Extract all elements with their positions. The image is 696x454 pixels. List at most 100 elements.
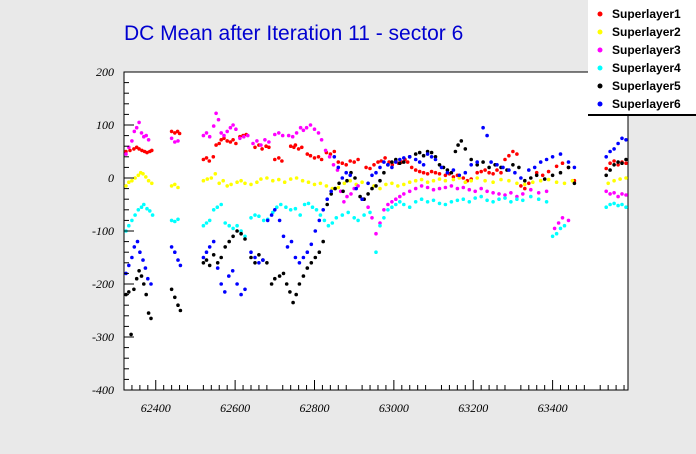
data-point bbox=[485, 198, 489, 203]
data-point bbox=[390, 165, 394, 170]
data-point bbox=[554, 164, 559, 169]
data-point bbox=[211, 208, 216, 212]
data-point bbox=[529, 194, 533, 199]
data-point bbox=[538, 178, 543, 183]
data-point bbox=[497, 192, 501, 196]
data-point bbox=[402, 192, 406, 196]
data-point bbox=[483, 178, 487, 183]
data-point bbox=[425, 200, 430, 204]
data-point bbox=[304, 125, 309, 130]
data-point bbox=[322, 218, 327, 223]
data-point bbox=[374, 170, 378, 175]
data-point bbox=[136, 208, 141, 212]
data-point bbox=[445, 170, 450, 175]
data-point bbox=[324, 184, 329, 188]
data-point bbox=[437, 186, 442, 191]
x-tick-label: 63200 bbox=[458, 401, 488, 415]
data-point bbox=[431, 187, 436, 192]
data-point bbox=[421, 163, 426, 167]
data-point bbox=[290, 134, 295, 139]
data-point bbox=[127, 290, 131, 294]
data-point bbox=[550, 173, 555, 178]
data-point bbox=[451, 175, 456, 179]
data-point bbox=[267, 140, 271, 144]
data-point bbox=[293, 206, 298, 211]
data-point bbox=[451, 168, 456, 172]
data-point bbox=[503, 196, 507, 200]
data-point bbox=[507, 153, 511, 158]
data-point bbox=[340, 176, 345, 180]
data-point bbox=[396, 184, 400, 188]
data-point bbox=[479, 194, 484, 199]
data-point bbox=[137, 120, 141, 125]
data-point bbox=[288, 177, 293, 181]
data-point bbox=[298, 125, 303, 130]
data-point bbox=[469, 178, 474, 183]
legend-item: Superlayer1 bbox=[597, 7, 681, 21]
data-point bbox=[356, 184, 360, 188]
data-point bbox=[219, 131, 223, 135]
data-point bbox=[449, 200, 454, 204]
data-point bbox=[325, 202, 330, 207]
data-point bbox=[384, 182, 388, 187]
data-point bbox=[211, 253, 216, 257]
data-point bbox=[267, 145, 271, 150]
data-point bbox=[134, 125, 139, 130]
data-point bbox=[169, 136, 174, 141]
data-point bbox=[376, 160, 380, 164]
data-point bbox=[394, 160, 398, 164]
data-point bbox=[149, 316, 153, 321]
x-tick-label: 62600 bbox=[220, 401, 250, 415]
data-point bbox=[360, 197, 364, 201]
data-point bbox=[177, 131, 182, 136]
data-point bbox=[538, 160, 543, 164]
legend: Superlayer1 Superlayer2 Superlayer3 Superla… bbox=[588, 0, 696, 116]
data-point bbox=[612, 191, 616, 195]
data-point bbox=[143, 266, 148, 270]
data-point bbox=[485, 133, 489, 138]
data-point bbox=[453, 149, 458, 154]
data-point bbox=[360, 180, 364, 184]
data-point bbox=[383, 156, 387, 160]
data-point bbox=[362, 213, 366, 217]
data-point bbox=[253, 255, 257, 260]
data-point bbox=[481, 160, 485, 164]
data-point bbox=[485, 189, 489, 194]
data-point bbox=[429, 155, 434, 159]
x-tick-label: 63400 bbox=[538, 401, 568, 415]
data-point bbox=[239, 292, 243, 297]
legend-label: Superlayer6 bbox=[612, 97, 681, 111]
data-point bbox=[449, 184, 454, 188]
legend-marker bbox=[597, 83, 603, 89]
data-point bbox=[495, 168, 499, 172]
data-point bbox=[201, 223, 206, 228]
data-point bbox=[479, 186, 484, 191]
data-point bbox=[305, 152, 310, 156]
data-point bbox=[243, 237, 247, 241]
data-point bbox=[331, 163, 336, 167]
data-point bbox=[445, 168, 450, 172]
x-tick-label: 62800 bbox=[299, 401, 329, 415]
data-point bbox=[550, 234, 555, 239]
data-point bbox=[413, 178, 418, 183]
data-point bbox=[297, 261, 302, 265]
data-point bbox=[127, 263, 131, 268]
data-point bbox=[204, 221, 209, 225]
data-point bbox=[433, 157, 438, 162]
data-point bbox=[277, 274, 282, 278]
data-point bbox=[130, 255, 134, 260]
data-point bbox=[341, 189, 345, 194]
data-point bbox=[378, 165, 382, 170]
data-point bbox=[277, 156, 281, 160]
data-point bbox=[176, 185, 180, 190]
data-point bbox=[437, 201, 442, 206]
data-point bbox=[469, 157, 474, 162]
series-3 bbox=[124, 111, 628, 236]
data-point bbox=[140, 148, 144, 153]
data-point bbox=[382, 170, 386, 175]
data-point bbox=[558, 170, 563, 175]
data-point bbox=[443, 185, 448, 190]
data-point bbox=[572, 165, 577, 170]
data-point bbox=[608, 192, 612, 196]
